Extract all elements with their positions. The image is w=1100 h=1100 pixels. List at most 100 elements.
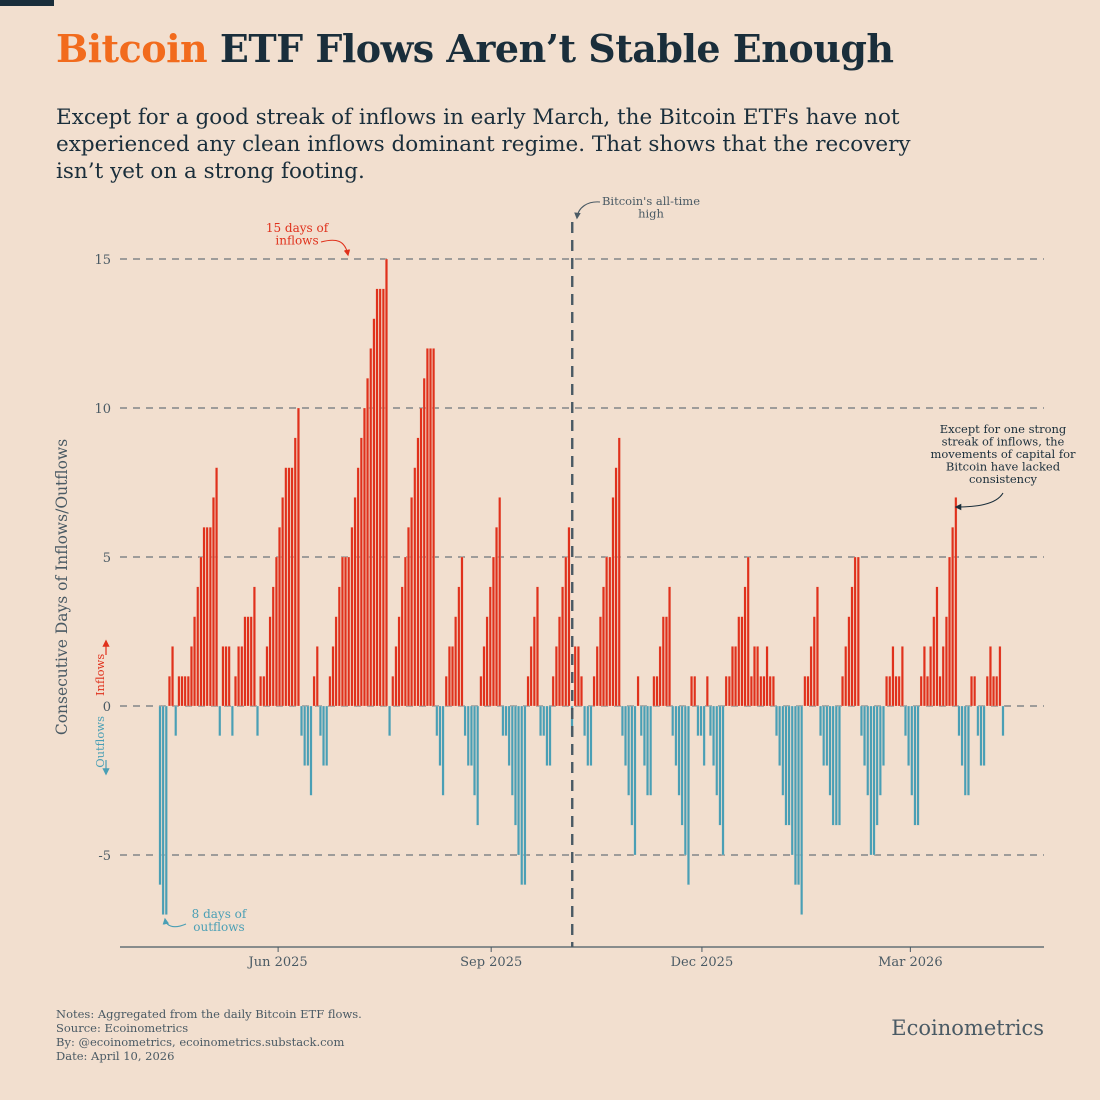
inflow-bar [215,467,218,707]
inflow-bar [932,616,936,707]
source-line: Source: Ecoinometrics [56,1021,189,1035]
inflow-bar [743,586,747,707]
inflow-bar [812,616,816,707]
inflow-bar [592,676,596,707]
inflow-bar [359,437,363,707]
outflow-bar [825,705,829,766]
inflow-bar [234,676,237,707]
x-tick-label: Dec 2025 [671,955,734,970]
inflow-bar [935,586,939,707]
outflow-bar [967,705,970,796]
y-tick-label: -5 [98,849,111,864]
inflow-bar [599,616,602,707]
inflow-bar [369,348,373,707]
outflow-bar [300,705,303,736]
inflow-bar [727,676,731,707]
outflow-bar [435,705,439,736]
outflow-bar [797,705,800,885]
inflow-bar [954,497,958,707]
outflow-bar [256,705,259,736]
inflow-bar [636,676,640,707]
corner-accent-bar [0,0,54,6]
outflow-bar [639,705,643,736]
inflow-bar [551,676,555,707]
outflow-bar [633,705,637,856]
outflow-bar [624,705,627,766]
inflow-bar [419,407,423,707]
inflow-bar [177,676,181,707]
inflow-bar [529,646,533,707]
inflow-bar [740,616,744,707]
outflow-bar [649,705,653,796]
y-axis-label: Consecutive Days of Inflows/Outflows [53,439,71,735]
inflow-bar [765,646,769,707]
inflow-bar [205,527,209,707]
inflow-bar [850,586,854,707]
annotation-line: Except for one strong [940,422,1067,436]
outflow-bar [548,705,552,766]
outflow-bar [1001,705,1005,736]
inflow-bar [734,646,737,707]
outflow-bar [589,705,593,766]
inflow-bar [284,467,288,707]
inflow-bar [526,676,530,707]
outflow-bar [643,705,646,766]
x-tick-label: Jun 2025 [247,955,308,970]
inflow-bar [448,646,451,707]
outflow-bar [863,705,866,766]
by-line: By: @ecoinometrics, ecoinometrics.substa… [56,1035,345,1049]
outflow-bar [979,705,983,766]
inflow-bar [186,676,190,707]
outflow-bar [834,705,838,826]
inflow-bar [995,676,999,707]
inflow-bar [561,586,564,707]
inflow-bar [989,646,992,707]
inflow-bar [488,586,492,707]
inflow-bar [246,616,250,707]
outflow-bar [702,705,706,766]
outflow-bar [778,705,782,766]
outflow-bar [790,705,794,856]
outflows-label: Outflows [93,716,107,768]
inflow-bar [375,288,379,707]
inflow-bar [347,556,351,707]
inflow-bar [290,467,294,707]
inflow-bar [985,676,989,707]
inflow-bar [973,676,977,707]
inflow-bar [602,586,605,707]
outflow-bar [878,705,882,796]
outflow-bar [501,705,505,736]
inflow-bar [573,646,577,707]
outflow-bar [507,705,511,766]
inflow-bar [271,586,275,707]
inflow-bar [350,527,354,707]
inflow-bar [498,497,502,707]
inflow-bar [888,676,892,707]
inflow-bar [426,348,429,707]
inflow-bar [190,646,193,707]
inflow-bar [577,646,580,707]
outflow-bar [784,705,788,826]
y-tick-label: 15 [94,253,111,268]
inflow-bar [554,646,558,707]
inflow-bar [768,676,772,707]
outflow-bar [916,705,920,826]
annotation-arrow [954,492,1004,511]
inflow-bar [356,467,360,707]
inflow-bar [731,646,734,707]
outflow-bar [696,705,700,736]
inflow-bar [429,348,432,707]
inflow-bar [929,646,933,707]
inflow-bar [900,646,904,707]
inflow-bar [611,497,615,707]
inflow-bar [287,467,291,707]
outflow-bar [677,705,681,796]
inflow-bar [265,646,269,707]
outflow-bar [687,705,690,885]
inflow-bar [885,676,888,707]
inflow-bar [394,646,398,707]
outflow-bar [904,705,907,736]
inflow-bar [919,676,923,707]
outflow-bar [523,705,527,885]
annotation-line: high [638,207,664,221]
